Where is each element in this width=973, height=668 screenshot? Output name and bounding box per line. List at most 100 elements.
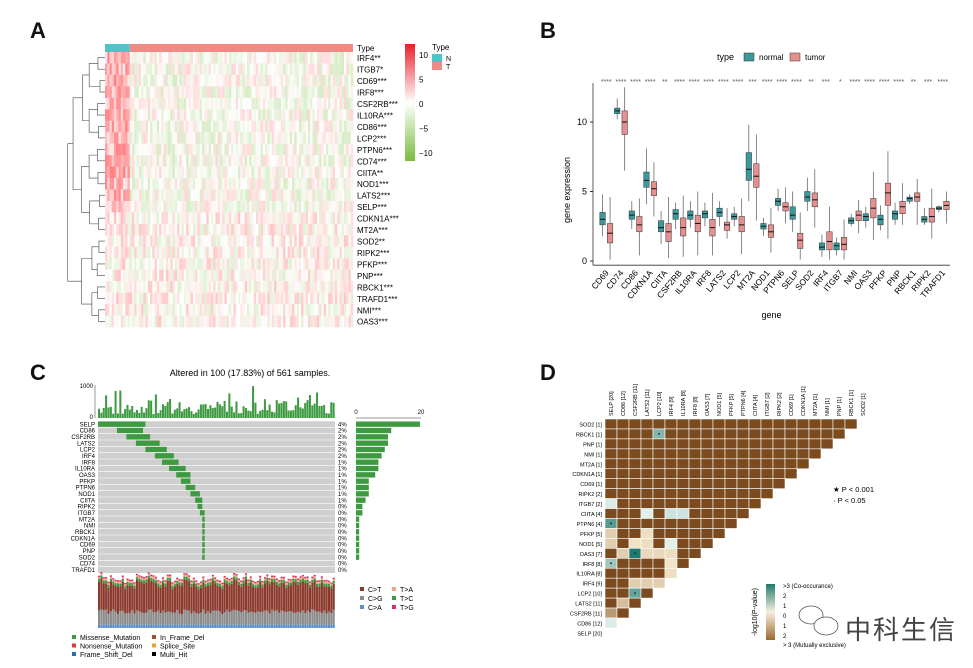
titv-bar-segment xyxy=(304,580,307,584)
row-label: PNP [1] xyxy=(583,442,602,448)
heatmap-cell xyxy=(152,86,155,99)
heatmap-cell xyxy=(172,155,176,167)
heatmap-cell xyxy=(343,166,347,179)
heatmap-cell xyxy=(292,132,295,144)
heatmap-cell xyxy=(298,200,302,213)
heatmap-cell xyxy=(276,281,279,293)
heatmap-cell xyxy=(253,269,257,282)
heatmap-cell xyxy=(325,281,329,293)
heatmap-cell xyxy=(330,155,334,167)
titv-bar-segment xyxy=(171,612,174,625)
heatmap-cell xyxy=(168,246,171,259)
heatmap-cell xyxy=(287,258,291,271)
tmb-bar xyxy=(285,401,288,418)
titv-bar-segment xyxy=(114,583,117,587)
heatmap-cell xyxy=(154,269,158,282)
cooccurrence-cell xyxy=(616,488,630,499)
heatmap-cell xyxy=(251,63,255,76)
heatmap-cell xyxy=(303,315,306,328)
cooccurrence-cell xyxy=(628,508,642,519)
heatmap-cell xyxy=(271,281,275,293)
titv-bar-segment xyxy=(195,613,198,625)
titv-bar-segment xyxy=(121,581,124,611)
heatmap-cell xyxy=(235,212,239,225)
heatmap-cell xyxy=(233,166,237,179)
heatmap-cell xyxy=(265,52,268,64)
gene-percent: 1% xyxy=(338,467,347,473)
heatmap-cell xyxy=(163,63,167,76)
heatmap-cell xyxy=(222,258,225,271)
heatmap-cell xyxy=(219,178,223,190)
heatmap-cell xyxy=(260,63,264,76)
titv-bar-segment xyxy=(140,582,143,613)
heatmap-cell xyxy=(163,315,167,328)
heatmap-cell xyxy=(105,315,108,328)
heatmap-cell xyxy=(287,200,291,213)
heatmap-cell xyxy=(118,281,122,293)
cooccurrence-cell xyxy=(640,498,654,509)
heatmap-cell xyxy=(348,86,352,99)
titv-bar-segment xyxy=(311,576,314,579)
heatmap-cell xyxy=(269,86,273,99)
cooccurrence-cell xyxy=(616,557,630,569)
cooccurrence-cell xyxy=(676,478,690,489)
heatmap-row-label: SELP*** xyxy=(357,203,387,212)
heatmap-cell xyxy=(274,52,277,64)
tmb-bar xyxy=(304,403,307,418)
heatmap-cell xyxy=(116,304,119,316)
heatmap-cell xyxy=(210,97,214,110)
heatmap-cell xyxy=(204,63,207,76)
heatmap-cell xyxy=(274,212,277,225)
heatmap-cell xyxy=(305,269,309,282)
heatmap-cell xyxy=(183,223,187,236)
heatmap-cell xyxy=(280,63,284,76)
heatmap-cell xyxy=(215,235,219,248)
cooccurrence-cell xyxy=(772,458,786,470)
heatmap-cell xyxy=(339,189,343,202)
heatmap-cell xyxy=(330,132,334,144)
cooccurrence-cell xyxy=(640,538,654,549)
heatmap-cell xyxy=(321,132,324,144)
heatmap-cell xyxy=(152,292,155,305)
heatmap-cell xyxy=(109,132,113,144)
cooccurrence-cell xyxy=(712,458,726,470)
heatmap-cell xyxy=(172,258,176,271)
heatmap-cell xyxy=(107,292,110,305)
heatmap-cell xyxy=(247,143,250,156)
heatmap-cell xyxy=(312,223,315,236)
heatmap-cell xyxy=(222,246,225,259)
titv-bar-segment xyxy=(116,613,120,625)
heatmap-cell xyxy=(310,304,313,316)
heatmap-cell xyxy=(298,86,302,99)
heatmap-cell xyxy=(138,166,142,179)
heatmap-cell xyxy=(292,97,295,110)
heatmap-cell xyxy=(152,109,155,122)
heatmap-cell xyxy=(208,212,212,225)
heatmap-cell xyxy=(294,63,297,76)
titv-bar-segment xyxy=(107,583,110,585)
heatmap-cell xyxy=(143,178,146,190)
heatmap-cell xyxy=(229,269,232,282)
titv-bar-segment xyxy=(235,580,238,611)
titv-bar-segment xyxy=(199,612,203,625)
titv-bar-segment xyxy=(285,584,288,588)
heatmap-cell xyxy=(201,189,205,202)
heatmap-row-label: PTPN6*** xyxy=(357,146,392,155)
heatmap-cell xyxy=(339,246,343,259)
heatmap-cell xyxy=(256,74,259,87)
titv-bar-segment xyxy=(332,577,335,580)
titv-bar-segment xyxy=(112,584,115,610)
heatmap-cell xyxy=(233,97,237,110)
heatmap-cell xyxy=(134,246,137,259)
heatmap-cell xyxy=(177,189,180,202)
heatmap-cell xyxy=(298,52,302,64)
cooccurrence-cell xyxy=(760,458,774,470)
heatmap-cell xyxy=(233,52,237,64)
heatmap-cell xyxy=(138,178,142,190)
titv-bar-segment xyxy=(145,624,148,628)
heatmap-cell xyxy=(332,166,336,179)
heatmap-cell xyxy=(123,132,126,144)
significance-label: **** xyxy=(732,79,743,86)
heatmap-cell xyxy=(307,52,311,64)
titv-bar-segment xyxy=(154,576,158,579)
